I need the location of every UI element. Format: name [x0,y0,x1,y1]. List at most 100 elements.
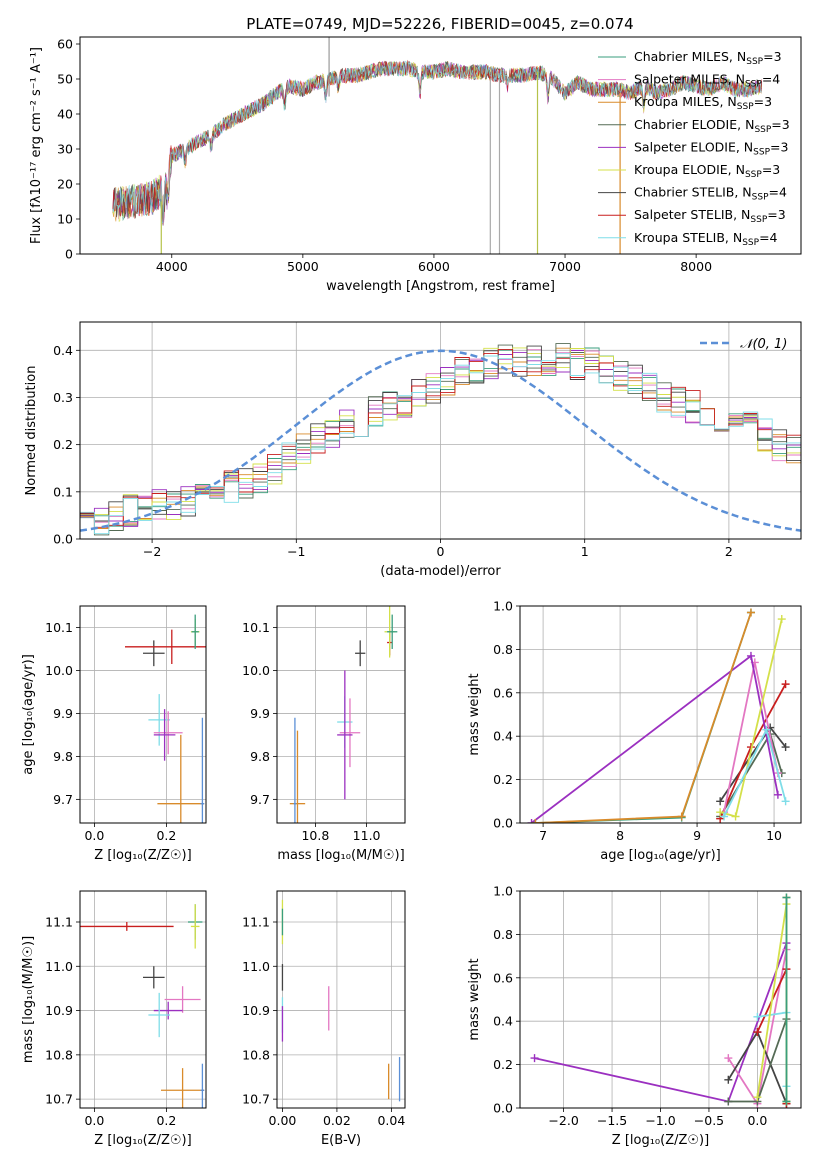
y-tick-label: 0.4 [493,1014,513,1029]
y-tick-label: 9.8 [250,749,270,764]
y-tick-label: 9.7 [250,792,270,807]
legend-entry: Salpeter STELIB, NSSP=3 [634,207,786,225]
spectrum-series-line [112,59,762,224]
y-tick-label: 1.0 [493,884,513,899]
y-tick-label: 11.1 [45,915,73,930]
legend-entry-text: Salpeter ELODIE, N [634,139,753,154]
y-tick-label: 9.8 [53,749,73,764]
series-lines [530,893,791,1108]
y-tick-label: 0.4 [53,343,73,358]
plus-marker [527,819,536,823]
mass-weight-line [535,612,752,823]
legend-entry-text: Chabrier MILES, N [634,49,746,64]
y-tick-label: 20 [57,177,73,192]
plus-marker [530,1054,539,1063]
x-tick-label: 10.8 [301,828,329,843]
plus-marker [716,808,725,817]
plus-marker [781,797,790,806]
y-tick-label: 10.0 [242,663,270,678]
legend-entry: Salpeter ELODIE, NSSP=3 [634,139,788,157]
legend-entry-text: Chabrier ELODIE, N [634,117,754,132]
plus-marker [762,725,771,734]
legend-entry-text: Kroupa STELIB, N [634,230,742,245]
x-tick-label: 1 [581,544,589,559]
plus-marker [782,893,791,902]
x-tick-label: 11.0 [353,828,381,843]
x-tick-label: −2 [143,544,161,559]
y-tick-label: 11.1 [242,915,270,930]
errorbars [281,899,401,1102]
legend-entry-text: Kroupa MILES, N [634,94,737,109]
legend-entry-count: =3 [762,162,780,177]
histogram-series [80,353,801,535]
x-tick-label: 0.0 [747,1113,767,1128]
legend-entry-subscript: SSP [737,102,754,112]
x-axis-label: (data-model)/error [380,564,501,579]
legend-entry-count: =4 [759,230,777,245]
histogram-series [80,343,801,536]
plus-marker [777,615,786,624]
y-tick-label: 0.8 [493,927,513,942]
plus-marker [731,812,740,821]
y-axis-label: Normed distribution [24,366,39,496]
y-tick-label: 0.6 [493,685,513,700]
errorbars [125,614,206,823]
x-axis-label: E(B-V) [321,1133,361,1148]
y-tick-label: 0 [65,247,73,262]
legend-entry: Chabrier MILES, NSSP=3 [634,49,782,67]
y-tick-label: 0.0 [53,532,73,547]
plus-marker [724,1075,733,1084]
spectrum-series-line [112,60,762,224]
legend-entry: 𝒩(0, 1) [740,337,787,352]
y-tick-label: 0.3 [53,390,73,405]
y-tick-label: 0.0 [493,1101,513,1116]
normal-curve [80,349,801,532]
y-tick-label: 0.2 [493,772,513,787]
legend-entry-subscript: SSP [745,80,762,90]
y-tick-label: 10 [57,212,73,227]
figure-title: PLATE=0749, MJD=52226, FIBERID=0045, z=0… [246,15,633,33]
x-tick-label: 5000 [287,259,319,274]
histogram-series [80,345,801,522]
plus-marker [531,819,540,823]
legend-entry-subscript: SSP [754,125,771,135]
y-tick-label: 10.9 [242,1003,270,1018]
y-tick-label: 10.0 [45,663,73,678]
x-tick-label: −1.5 [597,1113,627,1128]
y-axis-label: mass weight [467,958,482,1040]
axes-frame [79,605,207,824]
axes-frame [519,605,802,824]
x-tick-label: 7000 [549,259,581,274]
legend-entry-count: =4 [762,72,780,87]
legend-entry-count: =3 [770,139,788,154]
plus-marker [746,651,755,660]
y-tick-label: 0.0 [493,816,513,831]
legend-entry: Chabrier ELODIE, NSSP=3 [634,117,790,135]
legend-entry-text: Chabrier STELIB, N [634,185,752,200]
y-tick-label: 10.8 [45,1047,73,1062]
axes-frame [79,321,802,540]
mass-weight-line [756,903,788,1102]
y-tick-label: 9.9 [53,706,73,721]
legend-entry-subscript: SSP [745,170,762,180]
plus-marker [724,1097,733,1106]
series-lines [527,608,790,823]
legend-entry: Salpeter MILES, NSSP=4 [634,72,780,90]
plus-marker [724,1054,733,1063]
histogram-steps [80,343,801,536]
y-tick-label: 0.1 [53,484,73,499]
y-axis-label: age [log₁₀(age/yr)] [21,654,36,775]
y-tick-label: 40 [57,107,73,122]
x-tick-label: 10 [766,828,782,843]
x-tick-label: 9 [693,828,701,843]
y-tick-label: 11.0 [242,959,270,974]
legend-entry: Kroupa STELIB, NSSP=4 [634,230,778,248]
legend-entry-count: =3 [767,207,785,222]
mass-vs-ebv-panel: 0.00 0.02 0.04 10.7 10.8 10.9 11.0 11.1 E(B-V) [242,890,406,1148]
spectrum-lines [112,37,762,254]
plus-marker [781,680,790,689]
histogram-series [80,349,801,524]
plus-marker [773,790,782,799]
age-vs-mass-panel: 10.8 11.0 9.7 9.8 9.9 10.0 10.1 mass [log₁₀(M/M… [242,605,406,863]
